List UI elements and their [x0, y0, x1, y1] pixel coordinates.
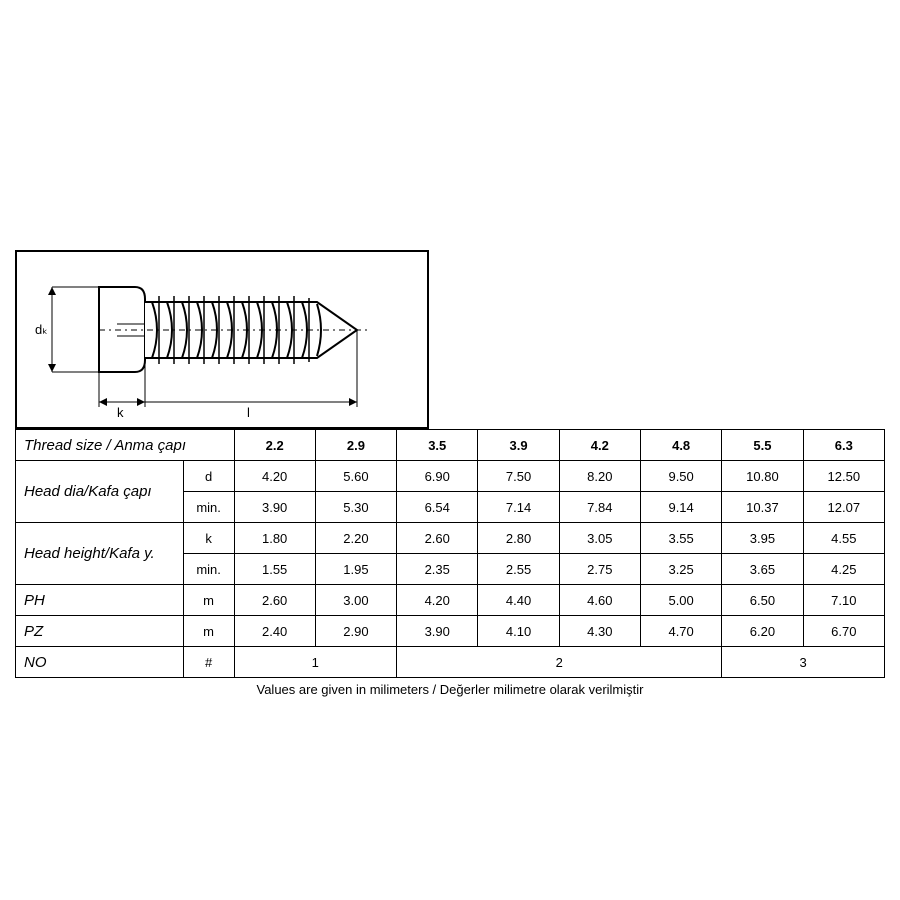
data-cell: 3.05: [559, 523, 640, 554]
data-cell: 4.40: [478, 585, 559, 616]
row-label: PH: [16, 585, 184, 616]
data-cell: 2.40: [234, 616, 315, 647]
data-cell: 8.20: [559, 461, 640, 492]
data-cell: 2.75: [559, 554, 640, 585]
row-label: Head dia/Kafa çapı: [16, 461, 184, 523]
dim-d-label: dₖ: [35, 322, 48, 337]
no-group-cell: 1: [234, 647, 397, 678]
row-symbol: m: [183, 616, 234, 647]
row-symbol: d: [183, 461, 234, 492]
table-row: PZm2.402.903.904.104.304.706.206.70: [16, 616, 885, 647]
data-cell: 4.60: [559, 585, 640, 616]
footnote: Values are given in milimeters / Değerle…: [15, 682, 885, 697]
data-cell: 1.55: [234, 554, 315, 585]
data-cell: 4.20: [397, 585, 478, 616]
data-cell: 10.80: [722, 461, 803, 492]
data-cell: 3.65: [722, 554, 803, 585]
data-cell: 3.00: [315, 585, 396, 616]
size-header: 2.2: [234, 430, 315, 461]
data-cell: 7.14: [478, 492, 559, 523]
size-header: 2.9: [315, 430, 396, 461]
data-cell: 4.70: [640, 616, 721, 647]
table-row: Head dia/Kafa çapıd4.205.606.907.508.209…: [16, 461, 885, 492]
data-cell: 3.55: [640, 523, 721, 554]
no-group-cell: 2: [397, 647, 722, 678]
data-cell: 12.07: [803, 492, 884, 523]
size-header: 6.3: [803, 430, 884, 461]
data-cell: 6.20: [722, 616, 803, 647]
data-cell: 3.90: [234, 492, 315, 523]
data-cell: 2.20: [315, 523, 396, 554]
data-cell: 4.25: [803, 554, 884, 585]
screw-diagram: dₖ: [15, 250, 429, 429]
row-symbol: #: [183, 647, 234, 678]
row-symbol: min.: [183, 492, 234, 523]
data-cell: 1.80: [234, 523, 315, 554]
data-cell: 4.10: [478, 616, 559, 647]
data-cell: 6.54: [397, 492, 478, 523]
header-row: Thread size / Anma çapı2.22.93.53.94.24.…: [16, 430, 885, 461]
row-label: Head height/Kafa y.: [16, 523, 184, 585]
data-cell: 4.55: [803, 523, 884, 554]
row-symbol: m: [183, 585, 234, 616]
data-cell: 7.10: [803, 585, 884, 616]
data-cell: 5.30: [315, 492, 396, 523]
row-symbol: min.: [183, 554, 234, 585]
size-header: 5.5: [722, 430, 803, 461]
data-cell: 9.14: [640, 492, 721, 523]
dim-l-label: l: [247, 405, 250, 420]
dim-k-label: k: [117, 405, 124, 420]
data-cell: 2.60: [234, 585, 315, 616]
data-cell: 3.25: [640, 554, 721, 585]
no-group-cell: 3: [722, 647, 885, 678]
spec-table: Thread size / Anma çapı2.22.93.53.94.24.…: [15, 429, 885, 678]
data-cell: 6.90: [397, 461, 478, 492]
data-cell: 2.90: [315, 616, 396, 647]
data-cell: 7.84: [559, 492, 640, 523]
data-cell: 4.30: [559, 616, 640, 647]
size-header: 4.2: [559, 430, 640, 461]
data-cell: 3.90: [397, 616, 478, 647]
data-cell: 6.70: [803, 616, 884, 647]
data-cell: 3.95: [722, 523, 803, 554]
size-header: 3.5: [397, 430, 478, 461]
table-row: PHm2.603.004.204.404.605.006.507.10: [16, 585, 885, 616]
data-cell: 12.50: [803, 461, 884, 492]
header-label: Thread size / Anma çapı: [16, 430, 235, 461]
data-cell: 5.60: [315, 461, 396, 492]
no-row: NO#123: [16, 647, 885, 678]
data-cell: 2.55: [478, 554, 559, 585]
data-cell: 10.37: [722, 492, 803, 523]
row-symbol: k: [183, 523, 234, 554]
row-label: NO: [16, 647, 184, 678]
data-cell: 4.20: [234, 461, 315, 492]
data-cell: 2.80: [478, 523, 559, 554]
size-header: 4.8: [640, 430, 721, 461]
data-cell: 1.95: [315, 554, 396, 585]
data-cell: 2.60: [397, 523, 478, 554]
table-row: Head height/Kafa y.k1.802.202.602.803.05…: [16, 523, 885, 554]
data-cell: 2.35: [397, 554, 478, 585]
data-cell: 9.50: [640, 461, 721, 492]
data-cell: 6.50: [722, 585, 803, 616]
data-cell: 7.50: [478, 461, 559, 492]
data-cell: 5.00: [640, 585, 721, 616]
size-header: 3.9: [478, 430, 559, 461]
row-label: PZ: [16, 616, 184, 647]
